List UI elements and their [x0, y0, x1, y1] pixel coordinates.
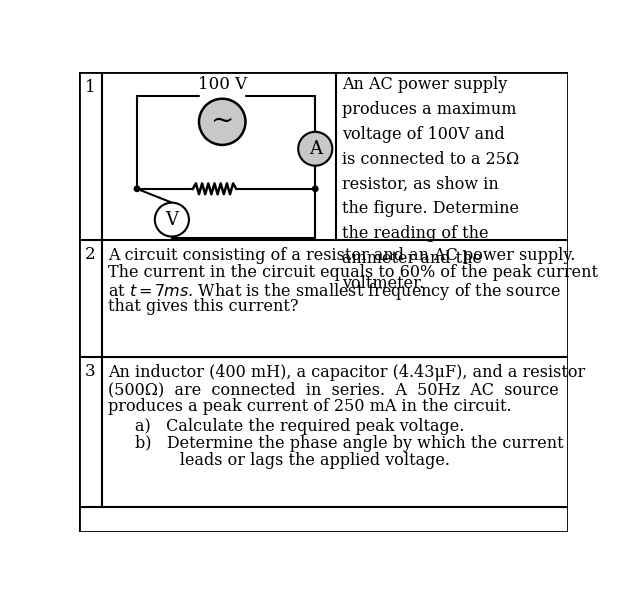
Text: (500Ω)  are  connected  in  series.  A  50Hz  AC  source: (500Ω) are connected in series. A 50Hz A… [109, 382, 559, 398]
Text: A: A [309, 140, 322, 158]
Circle shape [155, 203, 189, 237]
Text: a)   Calculate the required peak voltage.: a) Calculate the required peak voltage. [134, 418, 464, 435]
Text: The current in the circuit equals to 60% of the peak current: The current in the circuit equals to 60%… [109, 264, 598, 281]
Text: ~: ~ [211, 108, 234, 135]
Text: 3: 3 [85, 363, 96, 380]
Text: b)   Determine the phase angle by which the current: b) Determine the phase angle by which th… [134, 435, 563, 452]
Text: 1: 1 [85, 80, 96, 96]
Text: A circuit consisting of a resistor and an AC power supply.: A circuit consisting of a resistor and a… [109, 248, 575, 264]
Text: that gives this current?: that gives this current? [109, 298, 299, 315]
Text: An inductor (400 mH), a capacitor (4.43μF), and a resistor: An inductor (400 mH), a capacitor (4.43μ… [109, 364, 586, 382]
Bar [193, 182, 236, 196]
Text: 2: 2 [85, 246, 96, 263]
Text: at $t = 7ms$. What is the smallest frequency of the source: at $t = 7ms$. What is the smallest frequ… [109, 281, 562, 302]
Text: 100 V: 100 V [198, 77, 247, 93]
Circle shape [134, 186, 139, 191]
Circle shape [199, 99, 245, 145]
Text: V: V [165, 210, 179, 228]
Circle shape [312, 186, 318, 191]
Circle shape [298, 132, 333, 166]
Text: An AC power supply
produces a maximum
voltage of 100V and
is connected to a 25Ω
: An AC power supply produces a maximum vo… [343, 77, 519, 292]
Text: leads or lags the applied voltage.: leads or lags the applied voltage. [149, 452, 450, 469]
Text: produces a peak current of 250 mA in the circuit.: produces a peak current of 250 mA in the… [109, 398, 512, 415]
